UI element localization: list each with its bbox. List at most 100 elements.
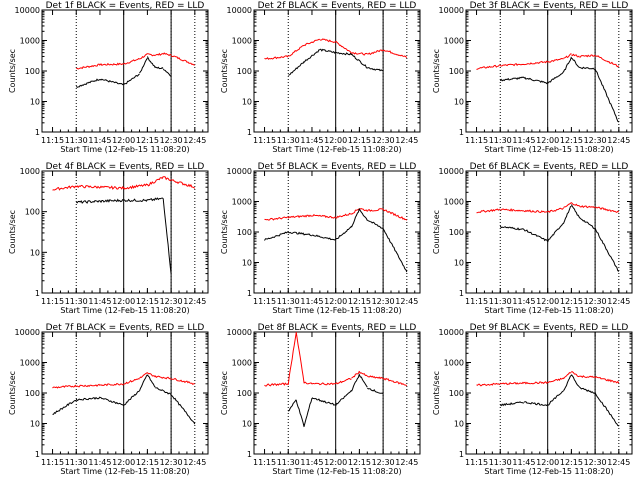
panel-title: Det 7f BLACK = Events, RED = LLD bbox=[46, 323, 205, 333]
panel-title: Det 4f BLACK = Events, RED = LLD bbox=[46, 162, 205, 172]
x-tick-label: 12:45 bbox=[183, 458, 206, 467]
plot-frame bbox=[465, 331, 633, 455]
y-tick-label: 1000 bbox=[232, 37, 252, 46]
plot-frame bbox=[253, 9, 421, 133]
series-line-red bbox=[264, 207, 408, 221]
x-axis-label: Start Time (12-Feb-15 11:08:20) bbox=[60, 306, 189, 315]
panel-8: Det 8f BLACK = Events, RED = LLD 1 10 100 10… bbox=[220, 323, 421, 476]
x-tick-label: 12:30 bbox=[160, 458, 183, 467]
y-tick-label: 10000 bbox=[227, 167, 252, 176]
y-tick-label: 100 bbox=[237, 389, 252, 398]
x-axis-label: Start Time (12-Feb-15 11:08:20) bbox=[484, 306, 613, 315]
x-tick-label: 11:30 bbox=[65, 297, 88, 306]
y-tick-label: 10 bbox=[454, 98, 464, 107]
x-tick-label: 12:00 bbox=[536, 136, 559, 145]
x-tick-label: 12:15 bbox=[560, 458, 583, 467]
x-axis-label: Start Time (12-Feb-15 11:08:20) bbox=[484, 467, 613, 476]
x-tick-label: 11:15 bbox=[465, 297, 488, 306]
y-tick-label: 1000 bbox=[232, 198, 252, 207]
x-tick-label: 11:30 bbox=[65, 458, 88, 467]
x-tick-label: 12:15 bbox=[348, 297, 371, 306]
y-tick-label: 10 bbox=[30, 248, 40, 257]
x-tick-label: 12:30 bbox=[372, 297, 395, 306]
y-tick-label: 1000 bbox=[20, 359, 40, 368]
y-axis-label: Counts/sec bbox=[8, 371, 17, 415]
x-tick-label: 11:15 bbox=[253, 297, 276, 306]
y-tick-label: 1 bbox=[35, 128, 40, 137]
series-line-black bbox=[52, 374, 196, 425]
x-tick-label: 11:30 bbox=[277, 297, 300, 306]
y-tick-label: 1 bbox=[247, 128, 252, 137]
x-tick-label: 12:15 bbox=[560, 136, 583, 145]
x-axis-label: Start Time (12-Feb-15 11:08:20) bbox=[484, 145, 613, 154]
y-tick-label: 10000 bbox=[439, 6, 464, 15]
y-tick-label: 100 bbox=[449, 67, 464, 76]
y-tick-label: 10000 bbox=[15, 6, 40, 15]
x-tick-label: 12:30 bbox=[372, 136, 395, 145]
x-tick-label: 12:45 bbox=[183, 136, 206, 145]
y-tick-label: 10 bbox=[242, 420, 252, 429]
series-line-red bbox=[476, 53, 620, 70]
plot-frame bbox=[41, 331, 209, 455]
x-tick-label: 11:30 bbox=[489, 136, 512, 145]
plot-frame bbox=[253, 170, 421, 294]
y-tick-label: 1 bbox=[459, 450, 464, 459]
x-tick-label: 11:45 bbox=[300, 297, 323, 306]
x-tick-label: 11:15 bbox=[253, 136, 276, 145]
panel-7: Det 7f BLACK = Events, RED = LLD 1 10 100 10… bbox=[8, 323, 209, 476]
x-tick-label: 12:30 bbox=[160, 136, 183, 145]
x-tick-label: 12:30 bbox=[584, 297, 607, 306]
y-tick-label: 1000 bbox=[20, 167, 40, 176]
x-tick-label: 12:45 bbox=[395, 136, 418, 145]
panel-title: Det 6f BLACK = Events, RED = LLD bbox=[470, 162, 629, 172]
y-axis-label: Counts/sec bbox=[432, 371, 441, 415]
x-tick-label: 11:15 bbox=[41, 458, 64, 467]
x-tick-label: 11:45 bbox=[512, 297, 535, 306]
panel-title: Det 9f BLACK = Events, RED = LLD bbox=[470, 323, 629, 333]
x-tick-label: 12:45 bbox=[607, 297, 630, 306]
y-tick-label: 100 bbox=[25, 389, 40, 398]
x-tick-label: 12:00 bbox=[112, 136, 135, 145]
series-line-black bbox=[288, 373, 384, 428]
x-tick-label: 12:00 bbox=[536, 458, 559, 467]
y-axis-label: Counts/sec bbox=[220, 371, 229, 415]
plot-frame bbox=[41, 9, 209, 133]
y-tick-label: 10000 bbox=[227, 6, 252, 15]
x-tick-label: 11:45 bbox=[300, 136, 323, 145]
y-tick-label: 10000 bbox=[439, 328, 464, 337]
x-tick-label: 12:45 bbox=[395, 458, 418, 467]
y-axis-label: Counts/sec bbox=[8, 49, 17, 93]
y-tick-label: 1000 bbox=[232, 359, 252, 368]
x-axis-label: Start Time (12-Feb-15 11:08:20) bbox=[60, 145, 189, 154]
x-tick-label: 11:30 bbox=[277, 458, 300, 467]
y-tick-label: 1 bbox=[35, 450, 40, 459]
y-tick-label: 10000 bbox=[227, 328, 252, 337]
panel-4: Det 4f BLACK = Events, RED = LLD 1 10 100 10… bbox=[8, 162, 209, 315]
series-line-red bbox=[264, 331, 408, 387]
plot-frame bbox=[465, 170, 633, 294]
y-axis-label: Counts/sec bbox=[8, 210, 17, 254]
panel-title: Det 3f BLACK = Events, RED = LLD bbox=[470, 1, 629, 11]
x-tick-label: 11:45 bbox=[512, 458, 535, 467]
x-tick-label: 11:45 bbox=[88, 136, 111, 145]
panel-5: Det 5f BLACK = Events, RED = LLD 1 10 100 10… bbox=[220, 162, 421, 315]
x-tick-label: 11:15 bbox=[465, 136, 488, 145]
series-line-red bbox=[476, 370, 620, 387]
y-tick-label: 1 bbox=[459, 289, 464, 298]
y-tick-label: 10 bbox=[242, 259, 252, 268]
y-tick-label: 100 bbox=[25, 208, 40, 217]
x-tick-label: 11:15 bbox=[253, 458, 276, 467]
x-tick-label: 12:15 bbox=[560, 297, 583, 306]
x-tick-label: 12:45 bbox=[607, 136, 630, 145]
x-tick-label: 11:30 bbox=[277, 136, 300, 145]
x-tick-label: 12:15 bbox=[348, 136, 371, 145]
x-tick-label: 11:45 bbox=[88, 297, 111, 306]
x-tick-label: 11:45 bbox=[300, 458, 323, 467]
y-tick-label: 10000 bbox=[15, 328, 40, 337]
x-tick-label: 12:30 bbox=[584, 458, 607, 467]
y-axis-label: Counts/sec bbox=[220, 49, 229, 93]
series-line-red bbox=[264, 38, 408, 60]
y-axis-label: Counts/sec bbox=[432, 210, 441, 254]
panel-6: Det 6f BLACK = Events, RED = LLD 1 10 100 10… bbox=[432, 162, 633, 315]
y-tick-label: 100 bbox=[237, 67, 252, 76]
